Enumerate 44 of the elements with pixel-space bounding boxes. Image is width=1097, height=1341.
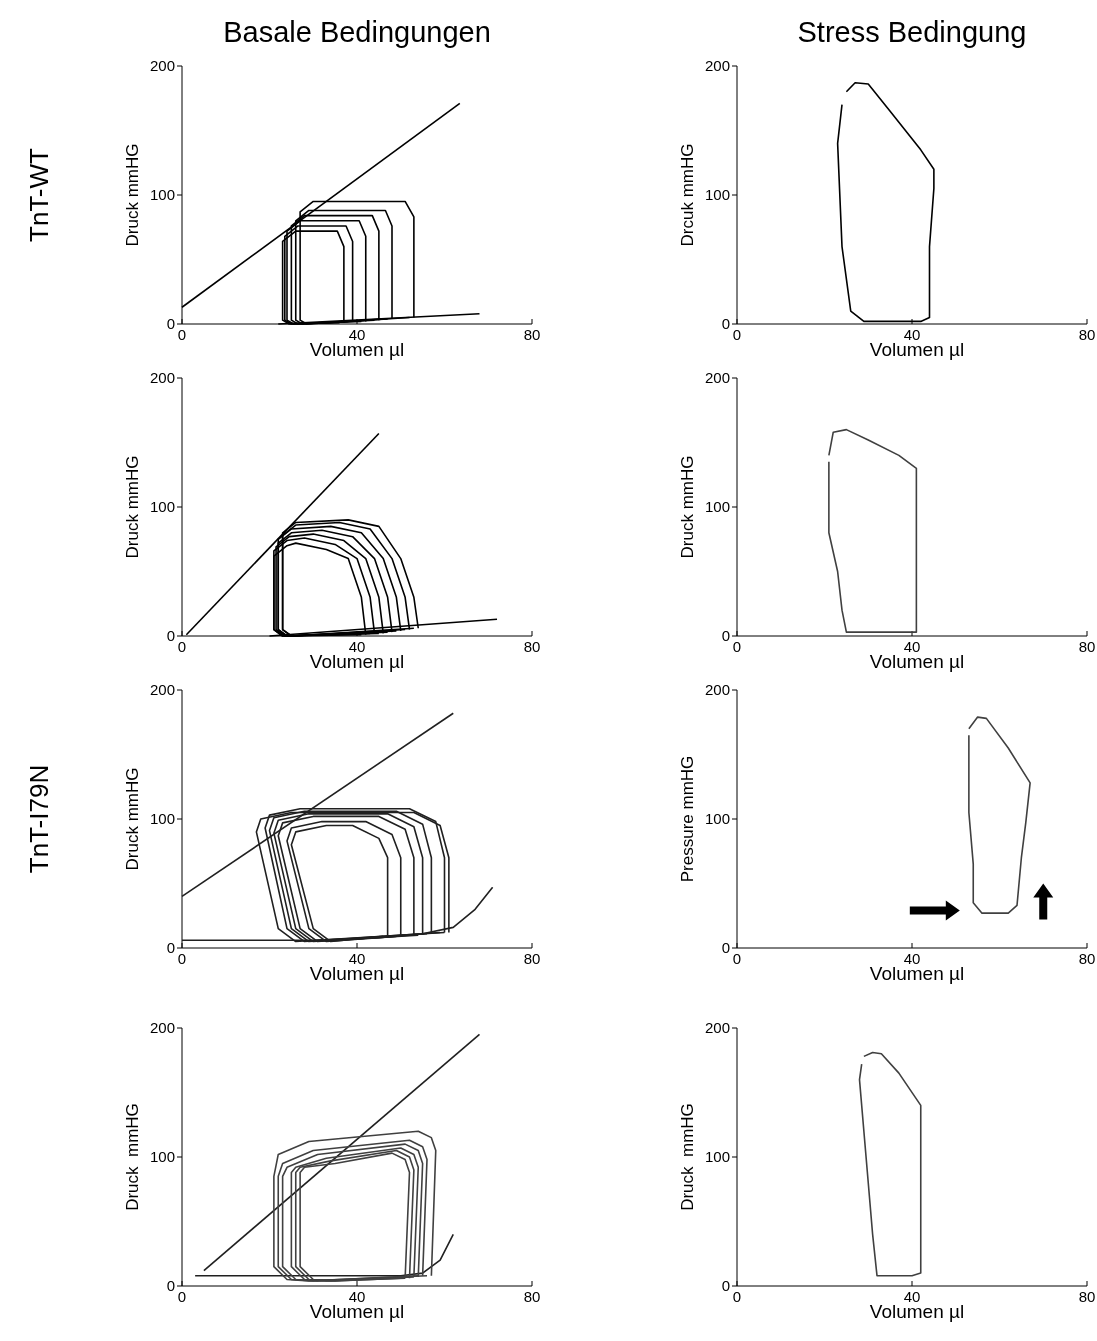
x-tick-label: 0 xyxy=(177,950,187,967)
y-tick-label: 100 xyxy=(704,186,730,204)
y-tick-label: 200 xyxy=(149,1019,175,1037)
x-tick-label: 0 xyxy=(732,950,742,967)
y-axis-title: Druck mmHG xyxy=(678,455,697,559)
x-tick-label: 80 xyxy=(1078,326,1096,343)
text: TnT-WT xyxy=(24,147,54,242)
y-tick-label: 100 xyxy=(704,1148,730,1166)
x-tick-label: 80 xyxy=(1078,638,1096,655)
x-tick-label: 0 xyxy=(732,638,742,655)
y-tick-label: 200 xyxy=(704,369,730,387)
y-axis-title: Drcuk mmHG xyxy=(678,143,697,247)
y-tick-label: 100 xyxy=(149,1148,175,1166)
text: TnT-I79N xyxy=(24,764,54,874)
y-axis-title: Druck mmHG xyxy=(123,143,142,247)
y-tick-label: 100 xyxy=(704,810,730,828)
x-tick-label: 80 xyxy=(523,1288,541,1305)
x-tick-label: 80 xyxy=(1078,950,1096,967)
x-tick-label: 0 xyxy=(732,1288,742,1305)
y-axis-title: Druck mmHG xyxy=(678,1103,697,1211)
y-tick-label: 200 xyxy=(149,57,175,75)
y-tick-label: 100 xyxy=(149,186,175,204)
y-tick-label: 100 xyxy=(149,498,175,516)
x-tick-label: 0 xyxy=(177,326,187,343)
y-tick-label: 200 xyxy=(704,681,730,699)
y-tick-label: 200 xyxy=(149,681,175,699)
y-axis-title: Pressure mmHG xyxy=(678,755,697,883)
y-axis-title: Druck mmHG xyxy=(123,767,142,871)
y-tick-label: 100 xyxy=(149,810,175,828)
x-tick-label: 80 xyxy=(523,950,541,967)
x-tick-label: 0 xyxy=(177,1288,187,1305)
y-tick-label: 200 xyxy=(149,369,175,387)
y-axis-title: Druck mmHG xyxy=(123,455,142,559)
chart-title: Stress Bedingung xyxy=(797,16,1027,48)
y-tick-label: 200 xyxy=(704,57,730,75)
y-tick-label: 200 xyxy=(704,1019,730,1037)
x-tick-label: 80 xyxy=(1078,1288,1096,1305)
y-tick-label: 100 xyxy=(704,498,730,516)
chart-title: Basale Bedingungen xyxy=(223,16,491,48)
x-tick-label: 80 xyxy=(523,638,541,655)
y-axis-title: Druck mmHG xyxy=(123,1103,142,1211)
x-tick-label: 0 xyxy=(177,638,187,655)
x-tick-label: 80 xyxy=(523,326,541,343)
x-tick-label: 0 xyxy=(732,326,742,343)
